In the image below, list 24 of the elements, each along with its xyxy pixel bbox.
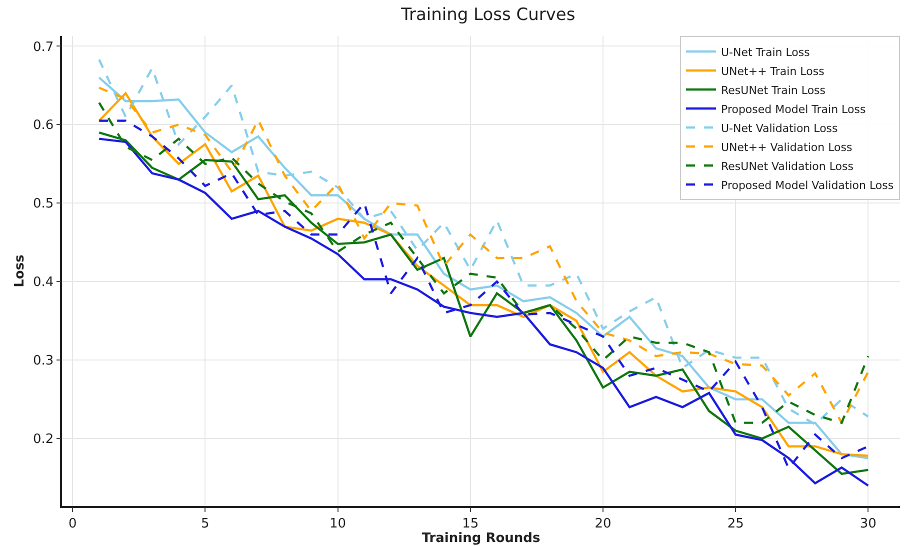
legend-label: U-Net Validation Loss	[721, 122, 838, 135]
legend-label: UNet++ Validation Loss	[721, 140, 852, 154]
chart-title: Training Loss Curves	[400, 5, 576, 26]
y-tick-label: 0.7	[32, 40, 54, 55]
x-tick-label: 15	[462, 516, 479, 532]
x-tick-label: 20	[594, 516, 612, 532]
x-tick-label: 10	[330, 516, 346, 532]
y-axis-title: Loss	[12, 254, 28, 288]
legend-label: ResUNet Validation Loss	[721, 160, 854, 173]
y-tick-label: 0.5	[32, 196, 54, 212]
x-tick-label: 0	[68, 516, 77, 532]
legend-label: ResUNet Train Loss	[721, 84, 826, 97]
y-tick-label: 0.2	[32, 432, 54, 448]
x-tick-label: 25	[727, 516, 744, 532]
y-tick-label: 0.6	[32, 118, 54, 134]
legend-label: Proposed Model Train Loss	[721, 102, 866, 116]
y-tick-label: 0.4	[32, 275, 54, 290]
legend-label: UNet++ Train Loss	[721, 64, 825, 78]
legend-label: U-Net Train Loss	[721, 46, 810, 59]
x-axis-title: Training Rounds	[422, 531, 540, 546]
y-tick-label: 0.3	[32, 354, 54, 369]
x-tick-label: 30	[860, 516, 876, 532]
x-tick-label: 5	[201, 516, 210, 532]
legend-label: Proposed Model Validation Loss	[721, 178, 894, 192]
